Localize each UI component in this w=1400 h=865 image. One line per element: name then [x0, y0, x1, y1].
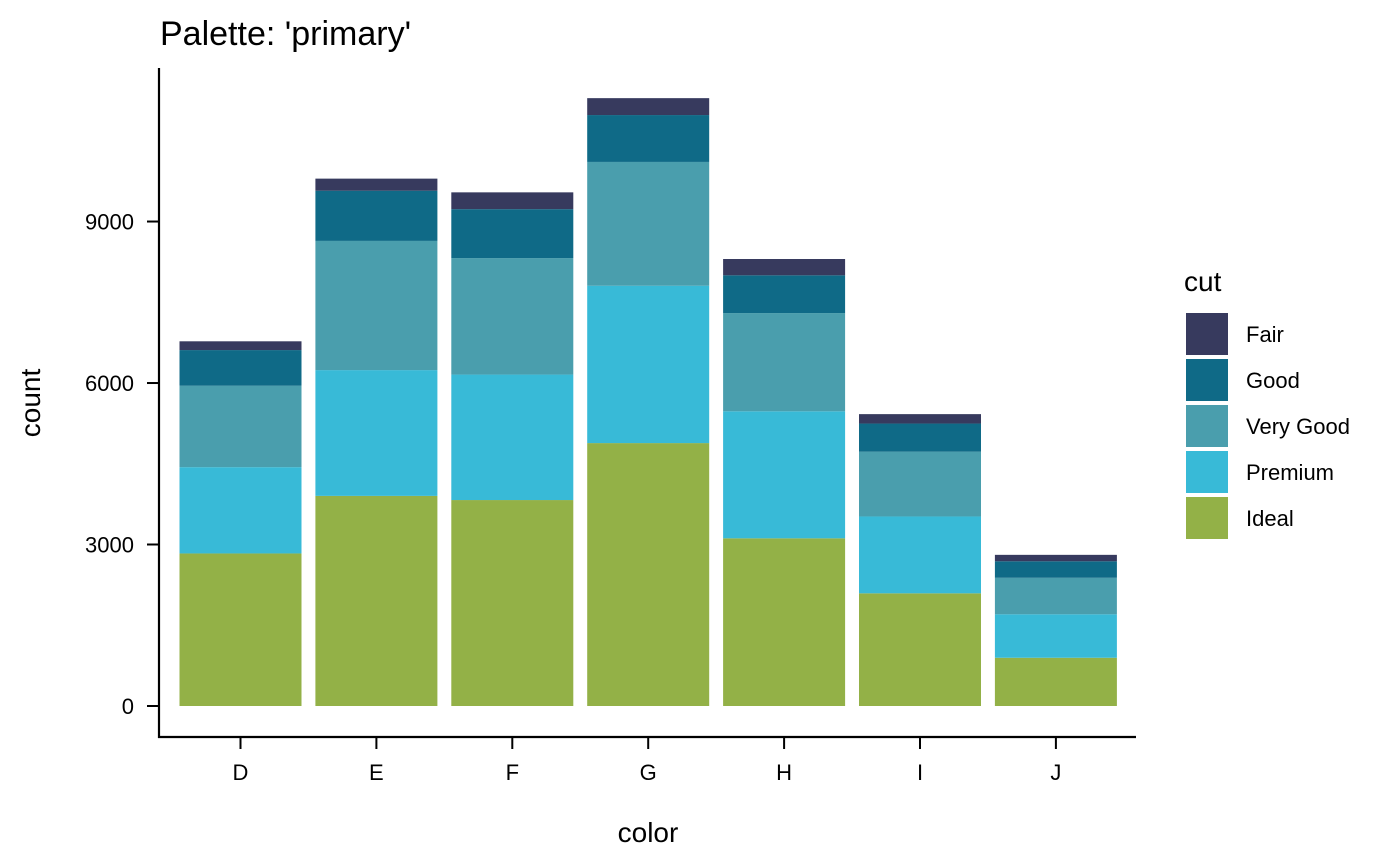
axes-group [157, 68, 1136, 739]
bar-I-very-good [859, 451, 981, 517]
bar-D-premium [179, 467, 302, 554]
legend-label: Ideal [1246, 506, 1294, 531]
bars-group [179, 98, 1117, 706]
legend-label: Very Good [1246, 414, 1350, 439]
bar-F-fair [451, 192, 574, 210]
bar-H-fair [723, 259, 846, 276]
y-tick-label: 9000 [85, 210, 134, 235]
bar-D-fair [179, 341, 302, 351]
legend-label: Good [1246, 368, 1300, 393]
chart-title: Palette: 'primary' [160, 15, 411, 53]
bar-H-very-good [723, 313, 846, 412]
bar-D-very-good [179, 385, 302, 468]
x-ticks-group: D E F G H I J [233, 737, 1061, 785]
x-tick-label: H [776, 760, 792, 785]
legend-label: Fair [1246, 322, 1284, 347]
bar-H-good [723, 275, 846, 314]
bar-G-ideal [587, 443, 710, 706]
bar-I-premium [859, 516, 981, 594]
bar-G-very-good [587, 161, 710, 286]
legend-key-fair [1186, 313, 1228, 355]
bar-G-good [587, 115, 710, 162]
bar-H-ideal [723, 538, 846, 706]
legend: Fair Good Very Good Premium Ideal [1186, 313, 1350, 539]
bar-E-ideal [315, 495, 438, 706]
bar-F-good [451, 209, 574, 259]
bar-J-good [994, 561, 1117, 578]
legend-key-ideal [1186, 497, 1228, 539]
x-tick-label: G [640, 760, 657, 785]
bar-E-premium [315, 370, 438, 496]
bar-J-premium [994, 614, 1117, 658]
bar-I-fair [859, 414, 981, 424]
legend-key-premium [1186, 451, 1228, 493]
legend-key-good [1186, 359, 1228, 401]
x-tick-label: J [1050, 760, 1061, 785]
bar-J-ideal [994, 657, 1117, 706]
y-axis-title: count [15, 369, 46, 438]
y-tick-label: 3000 [85, 533, 134, 558]
y-tick-label: 0 [122, 694, 134, 719]
legend-title: cut [1184, 266, 1222, 297]
bar-J-fair [994, 554, 1117, 562]
bar-I-ideal [859, 593, 981, 706]
x-tick-label: D [233, 760, 249, 785]
x-axis-title: color [618, 817, 679, 848]
bar-F-very-good [451, 258, 574, 375]
bar-F-ideal [451, 500, 574, 706]
bar-F-premium [451, 374, 574, 501]
bar-H-premium [723, 411, 846, 539]
y-ticks-group: 0 3000 6000 9000 [85, 210, 159, 719]
x-tick-label: F [506, 760, 519, 785]
bar-G-premium [587, 285, 710, 444]
x-tick-label: E [369, 760, 384, 785]
bar-E-very-good [315, 240, 438, 371]
legend-label: Premium [1246, 460, 1334, 485]
bar-G-fair [587, 98, 710, 116]
x-tick-label: I [917, 760, 923, 785]
bar-J-very-good [994, 577, 1117, 615]
bar-I-good [859, 423, 981, 452]
legend-key-very-good [1186, 405, 1228, 447]
bar-E-fair [315, 178, 438, 191]
y-tick-label: 6000 [85, 371, 134, 396]
bar-E-good [315, 190, 438, 241]
bar-D-good [179, 350, 302, 386]
bar-D-ideal [179, 553, 302, 706]
